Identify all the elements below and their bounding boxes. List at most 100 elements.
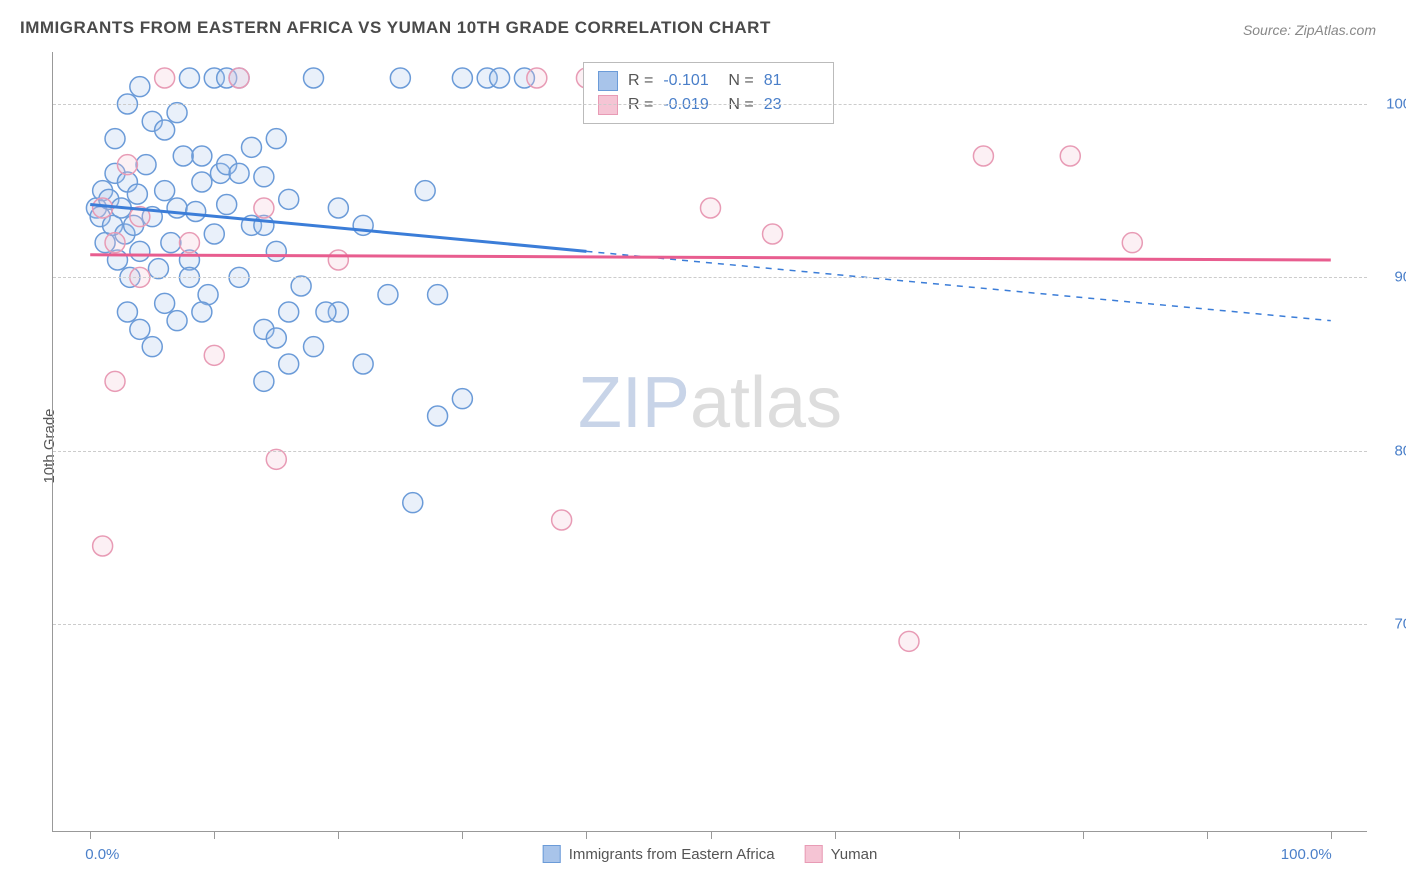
scatter-point xyxy=(316,302,336,322)
xtick xyxy=(959,831,960,839)
scatter-point xyxy=(142,337,162,357)
scatter-point xyxy=(266,129,286,149)
stat-n-value: 23 xyxy=(764,96,819,114)
stats-legend-row: R = -0.101 N = 81 xyxy=(598,69,819,93)
scatter-point xyxy=(127,184,147,204)
legend-swatch xyxy=(598,95,618,115)
scatter-point xyxy=(266,449,286,469)
scatter-point xyxy=(390,68,410,88)
scatter-point xyxy=(148,259,168,279)
scatter-point xyxy=(291,276,311,296)
stat-n-label: N = xyxy=(728,72,753,90)
scatter-point xyxy=(229,163,249,183)
ytick-label: 70.0% xyxy=(1377,616,1406,633)
gridline-h xyxy=(53,277,1367,278)
scatter-point xyxy=(973,146,993,166)
stat-r-label: R = xyxy=(628,96,653,114)
scatter-point xyxy=(452,389,472,409)
scatter-point xyxy=(428,285,448,305)
stats-legend: R = -0.101 N = 81 R = -0.019 N = 23 xyxy=(583,62,834,124)
stat-n-value: 81 xyxy=(764,72,819,90)
scatter-point xyxy=(155,293,175,313)
scatter-point xyxy=(254,198,274,218)
x-legend: Immigrants from Eastern Africa Yuman xyxy=(543,845,878,863)
scatter-point xyxy=(490,68,510,88)
xtick xyxy=(835,831,836,839)
scatter-point xyxy=(204,345,224,365)
scatter-point xyxy=(328,198,348,218)
stat-r-value: -0.019 xyxy=(663,96,718,114)
scatter-point xyxy=(266,328,286,348)
ytick-label: 90.0% xyxy=(1377,269,1406,286)
scatter-point xyxy=(167,198,187,218)
scatter-point xyxy=(254,371,274,391)
gridline-h xyxy=(53,451,1367,452)
scatter-point xyxy=(452,68,472,88)
xtick-label-min: 0.0% xyxy=(85,846,119,863)
gridline-h xyxy=(53,104,1367,105)
plot-area: ZIPatlas R =-0.101N =81R =-0.019N =23 Im… xyxy=(52,52,1367,832)
x-legend-label: Immigrants from Eastern Africa xyxy=(569,846,775,863)
scatter-point xyxy=(1122,233,1142,253)
scatter-point xyxy=(378,285,398,305)
scatter-point xyxy=(155,181,175,201)
scatter-point xyxy=(217,195,237,215)
scatter-point xyxy=(93,536,113,556)
stat-n-label: N = xyxy=(728,96,753,114)
chart-title: IMMIGRANTS FROM EASTERN AFRICA VS YUMAN … xyxy=(20,18,771,38)
xtick-label-max: 100.0% xyxy=(1281,846,1332,863)
scatter-point xyxy=(161,233,181,253)
x-legend-item: Yuman xyxy=(805,845,878,863)
scatter-point xyxy=(403,493,423,513)
scatter-point xyxy=(304,337,324,357)
xtick xyxy=(462,831,463,839)
legend-swatch xyxy=(805,845,823,863)
scatter-point xyxy=(899,631,919,651)
scatter-point xyxy=(415,181,435,201)
scatter-point xyxy=(304,68,324,88)
scatter-point xyxy=(552,510,572,530)
scatter-point xyxy=(279,302,299,322)
scatter-point xyxy=(763,224,783,244)
stat-r-value: -0.101 xyxy=(663,72,718,90)
scatter-point xyxy=(117,302,137,322)
scatter-point xyxy=(105,129,125,149)
scatter-point xyxy=(130,241,150,261)
legend-swatch xyxy=(598,71,618,91)
scatter-point xyxy=(105,371,125,391)
xtick xyxy=(90,831,91,839)
scatter-point xyxy=(241,137,261,157)
ytick-label: 100.0% xyxy=(1377,96,1406,113)
chart-svg xyxy=(53,52,1367,831)
source-label: Source: ZipAtlas.com xyxy=(1243,22,1376,38)
legend-swatch xyxy=(543,845,561,863)
xtick xyxy=(586,831,587,839)
scatter-point xyxy=(167,311,187,331)
ytick-label: 80.0% xyxy=(1377,442,1406,459)
scatter-point xyxy=(130,319,150,339)
scatter-point xyxy=(279,189,299,209)
scatter-point xyxy=(527,68,547,88)
xtick xyxy=(338,831,339,839)
xtick xyxy=(1207,831,1208,839)
scatter-point xyxy=(173,146,193,166)
xtick xyxy=(214,831,215,839)
scatter-point xyxy=(192,172,212,192)
scatter-point xyxy=(117,155,137,175)
scatter-point xyxy=(105,233,125,253)
scatter-point xyxy=(130,77,150,97)
scatter-point xyxy=(428,406,448,426)
stat-r-label: R = xyxy=(628,72,653,90)
xtick xyxy=(1083,831,1084,839)
x-legend-label: Yuman xyxy=(831,846,878,863)
scatter-point xyxy=(266,241,286,261)
xtick xyxy=(711,831,712,839)
scatter-point xyxy=(155,68,175,88)
stats-legend-row: R = -0.019 N = 23 xyxy=(598,93,819,117)
scatter-point xyxy=(155,120,175,140)
scatter-point xyxy=(179,68,199,88)
scatter-point xyxy=(93,198,113,218)
scatter-point xyxy=(167,103,187,123)
xtick xyxy=(1331,831,1332,839)
scatter-point xyxy=(328,250,348,270)
